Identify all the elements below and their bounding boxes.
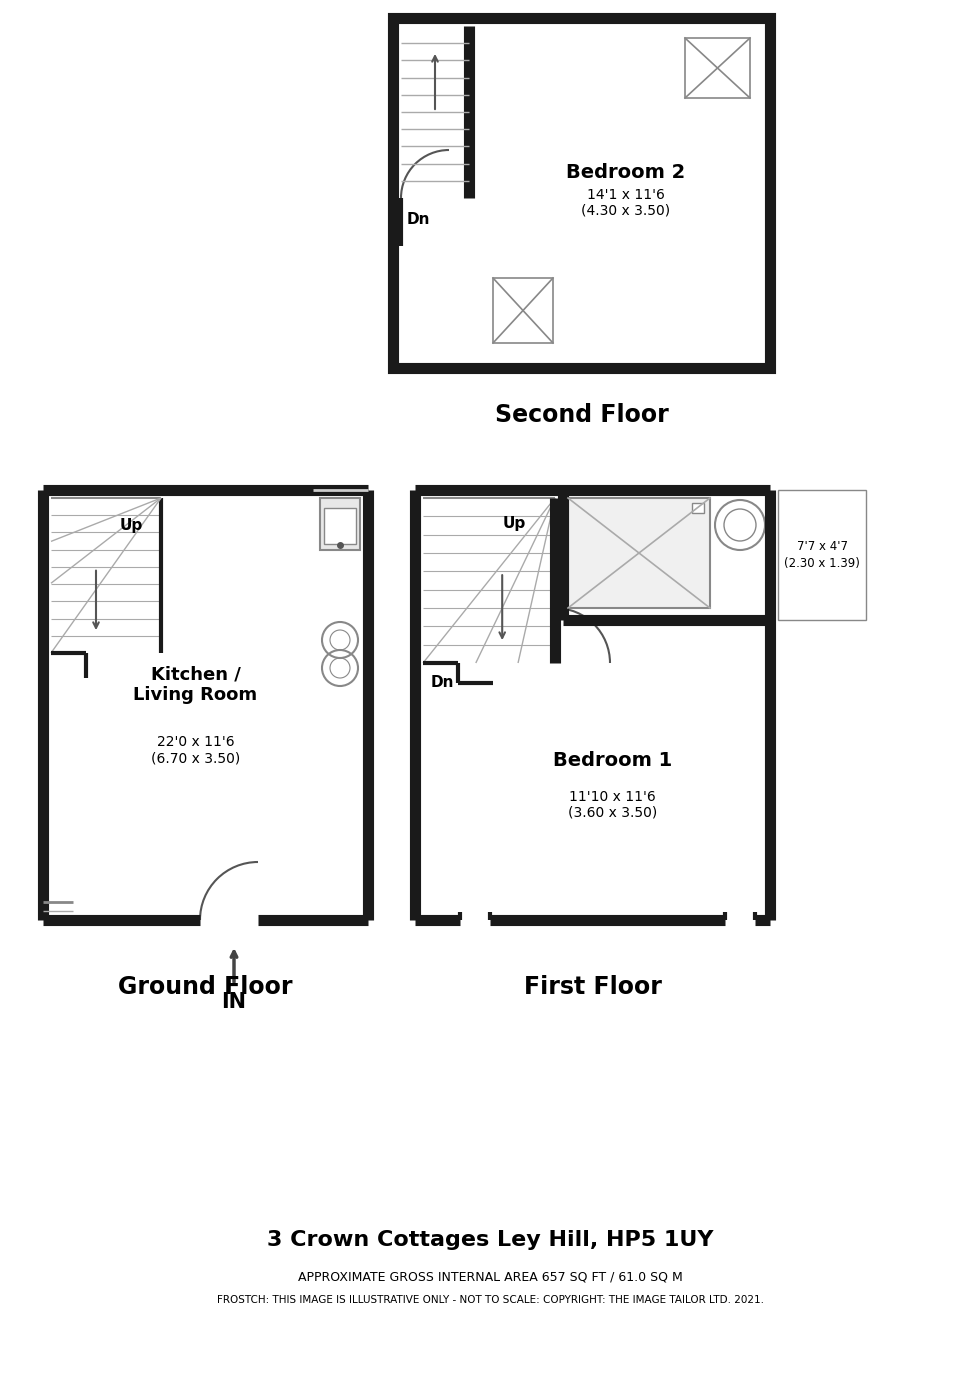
Text: Bedroom 2: Bedroom 2 [565,164,685,182]
Text: Ground Floor: Ground Floor [119,974,293,999]
Text: Dn: Dn [407,212,430,227]
Text: IN: IN [221,992,247,1012]
Bar [568,498,710,608]
Text: APPROXIMATE GROSS INTERNAL AREA 657 SQ FT / 61.0 SQ M: APPROXIMATE GROSS INTERNAL AREA 657 SQ F… [298,1270,682,1283]
Text: Bedroom 1: Bedroom 1 [553,750,672,769]
Text: Kitchen /
Living Room: Kitchen / Living Room [133,665,258,704]
Text: (3.60 x 3.50): (3.60 x 3.50) [567,807,658,821]
Text: Up: Up [503,516,525,531]
Text: (6.70 x 3.50): (6.70 x 3.50) [151,751,240,765]
Text: Second Floor: Second Floor [495,403,668,427]
Text: (2.30 x 1.39): (2.30 x 1.39) [784,557,859,570]
Text: Up: Up [120,518,143,534]
Bar [393,18,770,369]
Text: (4.30 x 3.50): (4.30 x 3.50) [581,202,670,218]
Text: 22'0 x 11'6: 22'0 x 11'6 [157,735,234,748]
Text: 3 Crown Cottages Ley Hill, HP5 1UY: 3 Crown Cottages Ley Hill, HP5 1UY [267,1229,713,1250]
Text: FROSTCH: THIS IMAGE IS ILLUSTRATIVE ONLY - NOT TO SCALE: COPYRIGHT: THE IMAGE TA: FROSTCH: THIS IMAGE IS ILLUSTRATIVE ONLY… [217,1295,763,1306]
Text: 11'10 x 11'6: 11'10 x 11'6 [569,790,656,804]
Text: 14'1 x 11'6: 14'1 x 11'6 [587,188,664,202]
Bar [324,509,356,543]
Bar [692,503,704,513]
Bar [778,491,866,620]
Bar [493,279,553,342]
Text: Dn: Dn [431,675,455,690]
Text: First Floor: First Floor [523,974,662,999]
Text: 7'7 x 4'7: 7'7 x 4'7 [797,541,848,553]
Bar [320,498,360,550]
Bar [685,37,750,98]
